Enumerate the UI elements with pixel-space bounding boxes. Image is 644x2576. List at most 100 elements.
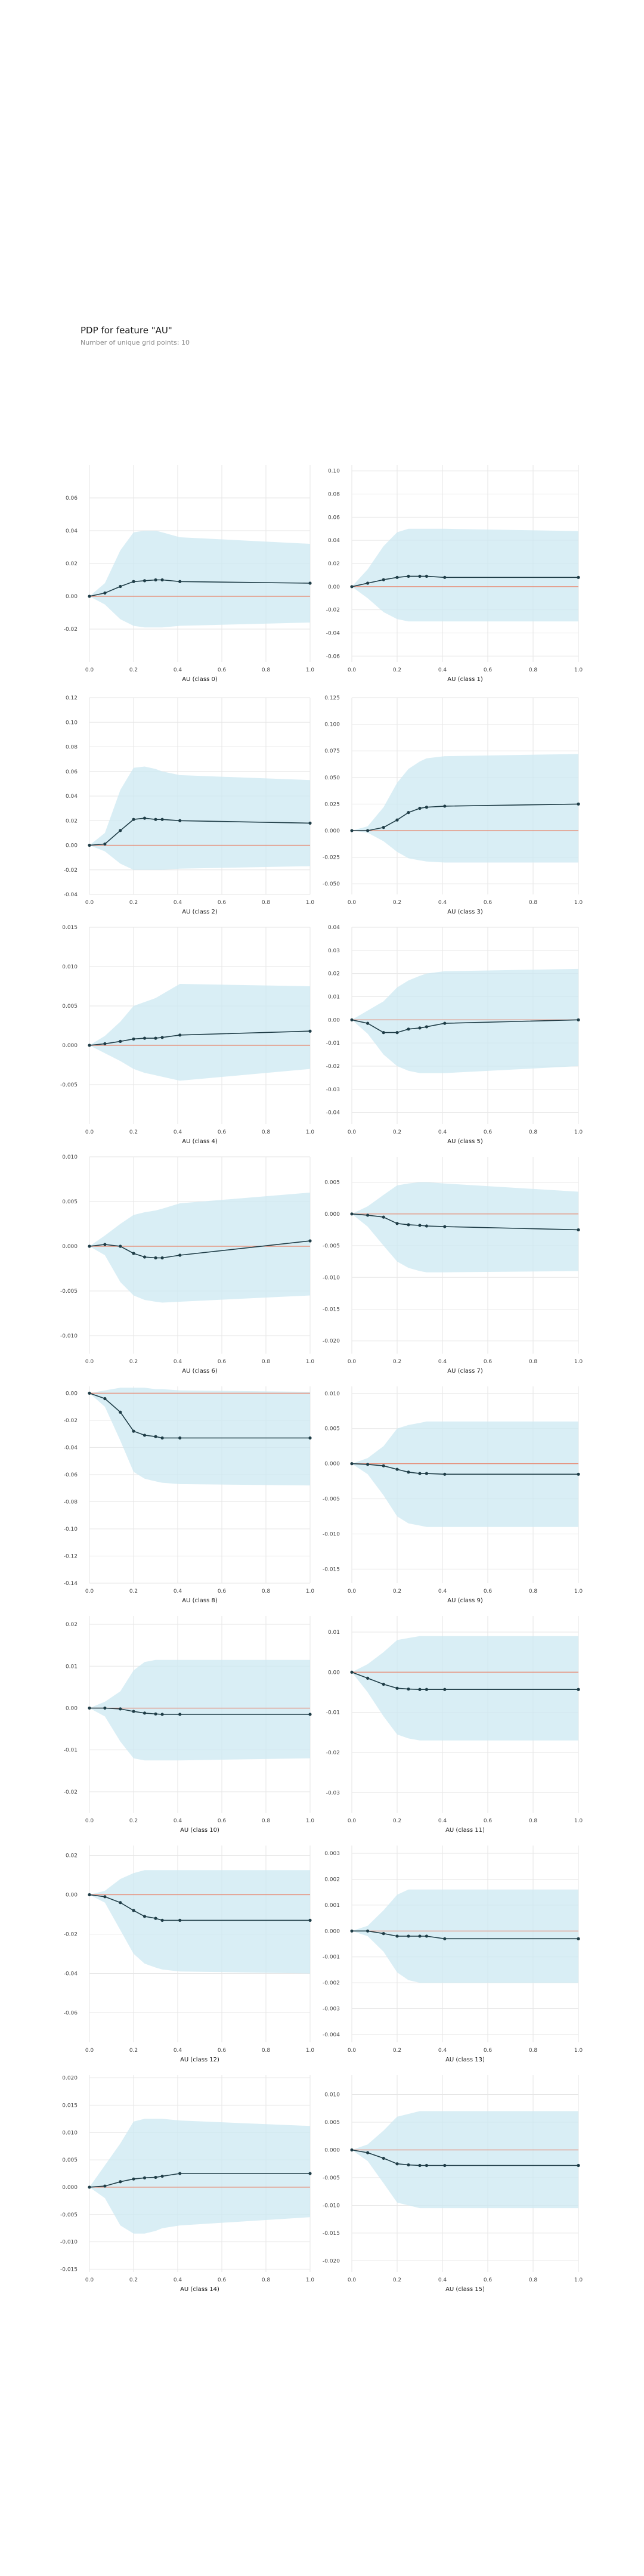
pdp-subplot-class-3: 0.0 0.2 0.4 0.6 0.8 1.0 -0.050 -0.025 0.000 0.025… <box>323 695 583 915</box>
x-axis-label: AU (class 14) <box>180 2286 219 2293</box>
pdp-point <box>425 574 429 578</box>
pdp-point <box>88 1044 91 1047</box>
y-tick-label: -0.10 <box>64 1527 78 1532</box>
pdp-point <box>395 2162 399 2166</box>
y-tick-label: 0.02 <box>66 1622 78 1628</box>
y-tick-label: -0.03 <box>326 1087 340 1093</box>
x-tick-label: 0.6 <box>484 1818 493 1824</box>
pdp-subplot-class-13: 0.0 0.2 0.4 0.6 0.8 1.0 -0.004 -0.003 -0.002 -0.0… <box>323 1846 583 2063</box>
pdp-point <box>178 819 182 822</box>
x-tick-label: 0.2 <box>393 1818 401 1824</box>
page-title: PDP for feature "AU" <box>80 325 172 336</box>
y-tick-label: 0.06 <box>66 769 78 775</box>
pdp-point <box>395 1934 399 1938</box>
x-tick-label: 0.2 <box>393 900 401 906</box>
x-tick-label: 0.4 <box>438 1359 447 1365</box>
y-tick-label: -0.01 <box>326 1710 340 1716</box>
y-tick-label: 0.010 <box>62 964 78 970</box>
x-tick-label: 0.6 <box>484 900 493 906</box>
pdp-point <box>143 1036 147 1040</box>
pdp-point <box>366 1213 370 1217</box>
pdp-point <box>395 1467 399 1471</box>
pdp-point <box>443 1472 447 1476</box>
pdp-point <box>143 1915 147 1918</box>
y-tick-label: -0.020 <box>323 2258 340 2264</box>
pdp-point <box>132 1252 135 1255</box>
y-tick-label: 0.00 <box>66 1391 78 1397</box>
pdp-point <box>178 1033 182 1037</box>
y-tick-label: 0.01 <box>328 994 340 1000</box>
y-tick-label: 0.000 <box>324 828 340 834</box>
pdp-point <box>103 1243 107 1246</box>
x-tick-label: 0.8 <box>262 1359 271 1365</box>
y-tick-label: -0.02 <box>326 1750 340 1756</box>
x-axis-label: AU (class 13) <box>445 2057 485 2063</box>
pdp-subplot-class-0: 0.0 0.2 0.4 0.6 0.8 1.0 -0.02 0.00 0.02 0.04 0.06 A… <box>64 465 314 683</box>
pdp-point <box>350 585 354 589</box>
pdp-point <box>577 1688 580 1691</box>
pdp-point <box>443 1688 447 1691</box>
y-tick-label: 0.005 <box>62 1004 78 1010</box>
x-tick-label: 1.0 <box>306 1589 315 1594</box>
x-axis-label: AU (class 5) <box>447 1138 483 1145</box>
pdp-point <box>160 1036 164 1039</box>
pdp-point <box>407 811 410 815</box>
y-tick-label: -0.050 <box>323 881 340 887</box>
y-tick-label: -0.025 <box>323 855 340 861</box>
pdp-point <box>132 580 135 583</box>
pdp-point <box>366 829 370 832</box>
x-tick-label: 0.4 <box>174 900 182 906</box>
pdp-point <box>160 1436 164 1440</box>
x-tick-label: 0.4 <box>174 1589 182 1594</box>
pdp-point <box>443 2163 447 2168</box>
y-tick-label: 0.00 <box>66 1893 78 1899</box>
x-tick-label: 1.0 <box>574 1818 583 1824</box>
x-tick-label: 1.0 <box>306 2048 315 2054</box>
x-axis-label: AU (class 7) <box>447 1368 483 1374</box>
confidence-band <box>352 968 578 1073</box>
x-tick-label: 0.4 <box>174 1818 182 1824</box>
y-tick-label: -0.005 <box>323 1497 340 1503</box>
x-tick-label: 0.6 <box>484 1129 493 1135</box>
x-tick-label: 1.0 <box>574 1589 583 1594</box>
pdp-point <box>143 1711 147 1715</box>
pdp-point <box>103 1706 107 1710</box>
x-tick-label: 0.4 <box>174 1359 182 1365</box>
confidence-band <box>352 2111 578 2209</box>
x-tick-label: 0.6 <box>218 1818 227 1824</box>
x-tick-label: 1.0 <box>574 2048 583 2054</box>
pdp-point <box>143 1433 147 1437</box>
pdp-point <box>382 1464 385 1467</box>
pdp-point <box>154 2175 157 2179</box>
pdp-point <box>366 1676 370 1680</box>
pdp-point <box>382 1031 385 1035</box>
x-tick-label: 0.6 <box>218 1359 227 1365</box>
y-tick-label: -0.010 <box>60 1333 78 1339</box>
pdp-point <box>119 2180 122 2184</box>
x-axis-label: AU (class 0) <box>182 676 218 683</box>
x-tick-label: 0.8 <box>529 900 538 906</box>
y-tick-label: 0.04 <box>66 794 78 800</box>
y-tick-label: 0.000 <box>62 1244 78 1250</box>
pdp-subplot-class-14: 0.0 0.2 0.4 0.6 0.8 1.0 -0.015 -0.010 -0.005 0.00… <box>60 2075 314 2293</box>
x-axis-label: AU (class 11) <box>445 1827 485 1834</box>
pdp-point <box>425 1472 429 1475</box>
y-tick-label: 0.00 <box>66 843 78 849</box>
y-tick-label: -0.04 <box>64 892 78 898</box>
pdp-point <box>119 1901 122 1905</box>
x-tick-label: 0.6 <box>484 2277 493 2283</box>
pdp-point <box>308 1713 312 1716</box>
y-tick-label: 0.12 <box>66 695 78 701</box>
x-tick-label: 0.4 <box>174 2277 182 2283</box>
pdp-point <box>395 575 399 579</box>
pdp-point <box>366 1021 370 1025</box>
y-tick-label: 0.06 <box>328 515 340 521</box>
pdp-point <box>443 1021 447 1025</box>
x-tick-label: 0.6 <box>218 1589 227 1594</box>
confidence-band <box>89 1659 310 1761</box>
y-tick-label: -0.06 <box>326 654 340 660</box>
y-tick-label: -0.01 <box>64 1748 78 1754</box>
pdp-point <box>395 1686 399 1690</box>
pdp-point <box>407 1223 410 1227</box>
pdp-point <box>407 1934 410 1938</box>
